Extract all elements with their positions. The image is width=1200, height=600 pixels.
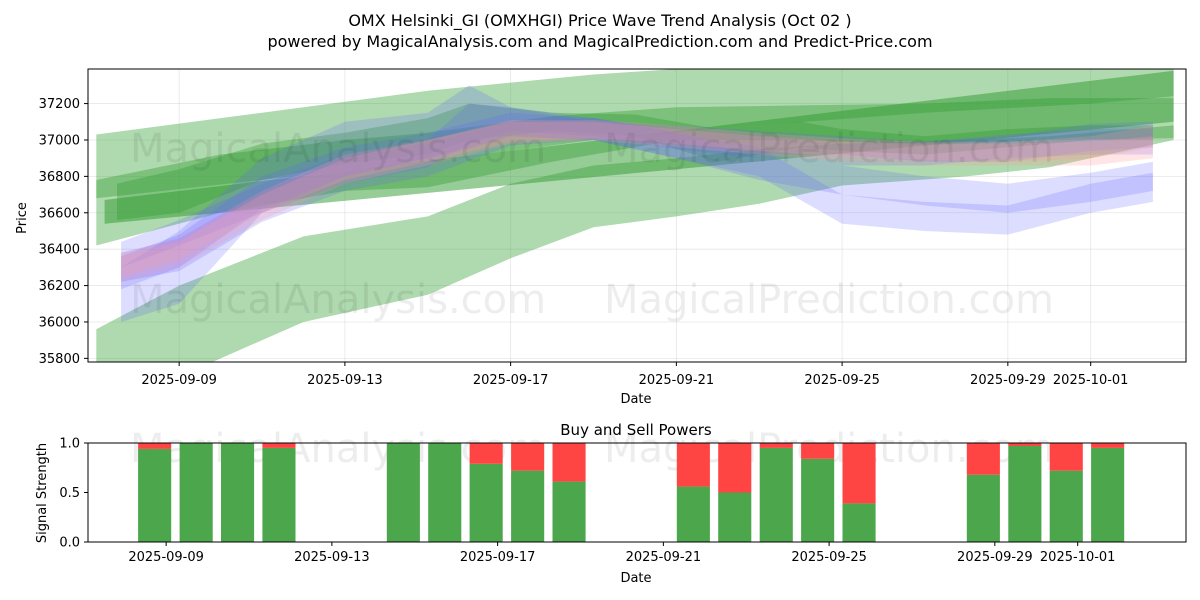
price-ytick-label: 36200 bbox=[39, 279, 80, 294]
price-ytick-label: 37000 bbox=[39, 133, 80, 148]
chart-subtitle: powered by MagicalAnalysis.com and Magic… bbox=[267, 32, 932, 51]
sell-bar-2025-09-21 bbox=[676, 443, 710, 487]
sell-bar-2025-09-28 bbox=[966, 443, 1000, 475]
band-blue-wave-c bbox=[121, 112, 1153, 290]
powers-ytick-label: 0.5 bbox=[59, 486, 80, 501]
buy-bar-2025-09-15 bbox=[428, 443, 462, 542]
powers-y-label: Signal Strength bbox=[35, 443, 50, 543]
price-ytick-label: 36600 bbox=[39, 206, 80, 221]
price-ytick-label: 36400 bbox=[39, 243, 80, 258]
price-xtick-label: 2025-09-29 bbox=[970, 373, 1046, 388]
powers-ytick-label: 1.0 bbox=[59, 437, 80, 452]
buy-bar-2025-09-28 bbox=[966, 474, 1000, 542]
sell-bar-2025-09-17 bbox=[511, 443, 545, 471]
price-y-label: Price bbox=[15, 202, 30, 234]
price-gridlines bbox=[88, 69, 1186, 362]
band-green-trend bbox=[104, 70, 1174, 224]
buy-bar-2025-09-24 bbox=[801, 458, 835, 542]
sell-bar-2025-09-30 bbox=[1049, 443, 1083, 471]
buy-bar-2025-09-30 bbox=[1049, 470, 1083, 542]
powers-xtick-label: 2025-09-17 bbox=[460, 550, 536, 565]
sell-bar-2025-09-08 bbox=[138, 443, 172, 449]
price-y-axis: 35800 36000 36200 36400 36600 36800 37000 37200 bbox=[39, 97, 88, 367]
buy-bar-2025-09-14 bbox=[386, 443, 420, 542]
sell-bar-2025-09-23 bbox=[759, 443, 793, 448]
band-red-wave-a bbox=[121, 121, 1153, 282]
price-xtick-label: 2025-10-01 bbox=[1053, 373, 1129, 388]
sell-bar-2025-10-01 bbox=[1091, 443, 1125, 448]
band-green-wide-upper bbox=[96, 69, 1174, 199]
price-xtick-label: 2025-09-09 bbox=[141, 373, 217, 388]
price-wave-bands bbox=[96, 69, 1174, 362]
band-blue-wave-d bbox=[121, 103, 1153, 268]
watermark-prediction-mid: MagicalPrediction.com bbox=[604, 277, 1054, 323]
price-x-label: Date bbox=[620, 392, 651, 407]
buy-bar-2025-10-01 bbox=[1091, 447, 1125, 542]
watermark-analysis-mid: MagicalAnalysis.com bbox=[130, 277, 546, 323]
band-green-wide-lower bbox=[96, 125, 1174, 362]
sell-bar-2025-09-29 bbox=[1008, 443, 1042, 446]
sell-bar-2025-09-16 bbox=[469, 443, 503, 464]
buy-bar-2025-09-18 bbox=[552, 481, 586, 542]
powers-xtick-label: 2025-09-13 bbox=[294, 550, 370, 565]
band-green-wave-a bbox=[117, 103, 1153, 220]
powers-xtick-label: 2025-09-29 bbox=[957, 550, 1033, 565]
band-red-wave-b bbox=[121, 120, 1153, 277]
price-xtick-label: 2025-09-25 bbox=[804, 373, 880, 388]
buy-bar-2025-09-29 bbox=[1008, 446, 1042, 542]
price-ytick-label: 36800 bbox=[39, 170, 80, 185]
powers-ytick-label: 0.0 bbox=[59, 536, 80, 551]
powers-xtick-label: 2025-09-25 bbox=[791, 550, 867, 565]
powers-xtick-label: 2025-09-09 bbox=[128, 550, 204, 565]
powers-y-axis: 0.0 0.5 1.0 bbox=[59, 437, 88, 551]
powers-x-axis: 2025-09-09 2025-09-13 2025-09-17 2025-09-21… bbox=[128, 542, 1115, 565]
price-ytick-label: 35800 bbox=[39, 352, 80, 367]
sell-bar-2025-09-22 bbox=[718, 443, 752, 493]
price-xtick-label: 2025-09-13 bbox=[307, 373, 383, 388]
powers-xtick-label: 2025-10-01 bbox=[1040, 550, 1116, 565]
powers-bars bbox=[138, 443, 1125, 542]
powers-xtick-label: 2025-09-21 bbox=[626, 550, 702, 565]
price-xtick-label: 2025-09-17 bbox=[473, 373, 549, 388]
powers-title: Buy and Sell Powers bbox=[560, 421, 712, 439]
buy-bar-2025-09-25 bbox=[842, 503, 876, 542]
buy-bar-2025-09-22 bbox=[718, 492, 752, 542]
price-x-axis: 2025-09-09 2025-09-13 2025-09-17 2025-09-21… bbox=[141, 362, 1128, 388]
buy-bar-2025-09-10 bbox=[221, 443, 255, 542]
buy-bar-2025-09-08 bbox=[138, 448, 172, 542]
buy-bar-2025-09-11 bbox=[262, 447, 296, 542]
buy-bar-2025-09-09 bbox=[179, 443, 213, 542]
sell-bar-2025-09-18 bbox=[552, 443, 586, 482]
sell-bar-2025-09-24 bbox=[801, 443, 835, 459]
price-ytick-label: 36000 bbox=[39, 315, 80, 330]
sell-bar-2025-09-25 bbox=[842, 443, 876, 504]
watermark-prediction-top: MagicalPrediction.com bbox=[604, 126, 1054, 172]
sell-bar-2025-09-11 bbox=[262, 443, 296, 448]
band-blue-wave-b bbox=[121, 118, 1153, 282]
powers-x-label: Date bbox=[620, 571, 651, 586]
buy-bar-2025-09-16 bbox=[469, 463, 503, 542]
buy-bar-2025-09-17 bbox=[511, 470, 545, 542]
watermark-analysis-top: MagicalAnalysis.com bbox=[130, 126, 546, 172]
buy-bar-2025-09-21 bbox=[676, 486, 710, 542]
price-ytick-label: 37200 bbox=[39, 97, 80, 112]
buy-bar-2025-09-23 bbox=[759, 447, 793, 542]
chart-title: OMX Helsinki_GI (OMXHGI) Price Wave Tren… bbox=[348, 11, 851, 31]
band-blue-wave-a bbox=[121, 85, 1153, 323]
price-plot-frame bbox=[87, 68, 1187, 363]
price-xtick-label: 2025-09-21 bbox=[639, 373, 715, 388]
